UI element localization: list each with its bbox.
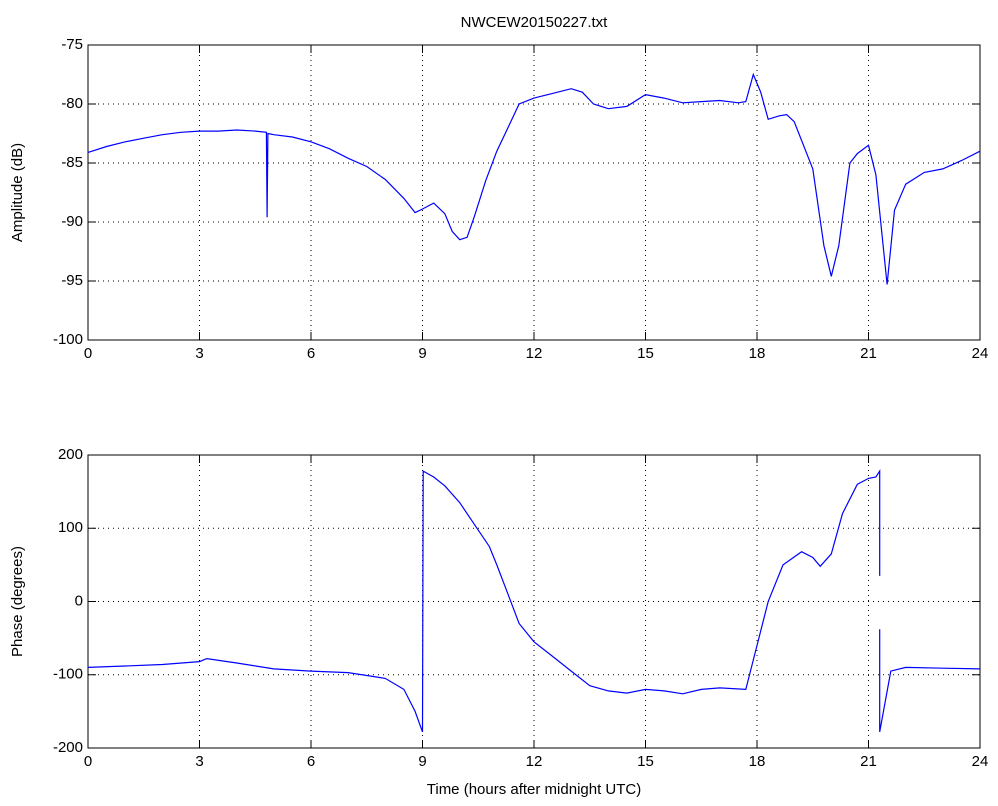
x-tick-label: 24 bbox=[972, 753, 989, 770]
axes-box bbox=[87, 454, 981, 749]
x-tick-label: 9 bbox=[418, 753, 426, 770]
y-tick-label: -85 bbox=[61, 154, 83, 171]
x-tick-label: 18 bbox=[749, 345, 766, 362]
y-tick-label: -80 bbox=[61, 95, 83, 112]
axes-box bbox=[87, 44, 981, 341]
subplot: 0 3 6 9 12 15 18 21 24 -100 -95 -90 -85 -80 -75 NWCEW20… bbox=[9, 14, 988, 362]
y-tick-label: 100 bbox=[58, 519, 83, 536]
x-tick-label: 0 bbox=[84, 753, 92, 770]
x-tick-label: 18 bbox=[749, 753, 766, 770]
x-tick-label: 3 bbox=[195, 753, 203, 770]
x-tick-label: 15 bbox=[637, 753, 654, 770]
y-tick-label: 200 bbox=[58, 446, 83, 463]
y-axis-label: Phase (degrees) bbox=[9, 546, 26, 657]
y-tick-label: -90 bbox=[61, 213, 83, 230]
x-tick-label: 9 bbox=[418, 345, 426, 362]
y-tick-label: -95 bbox=[61, 272, 83, 289]
x-tick-label: 12 bbox=[526, 345, 543, 362]
data-line bbox=[87, 469, 981, 733]
y-tick-label: -200 bbox=[53, 739, 83, 756]
x-tick-label: 6 bbox=[307, 345, 315, 362]
x-tick-label: 6 bbox=[307, 753, 315, 770]
x-tick-label: 0 bbox=[84, 345, 92, 362]
y-tick-label: -100 bbox=[53, 666, 83, 683]
y-axis-label: Amplitude (dB) bbox=[9, 143, 26, 242]
y-tick-label: 0 bbox=[75, 592, 83, 609]
y-tick-label: -100 bbox=[53, 331, 83, 348]
data-line bbox=[87, 72, 981, 285]
y-tick-label: -75 bbox=[61, 36, 83, 53]
x-tick-label: 21 bbox=[860, 345, 877, 362]
subplot: 0 3 6 9 12 15 18 21 24 -200 -100 0 100 200 Time (hours… bbox=[9, 446, 988, 798]
x-axis-label: Time (hours after midnight UTC) bbox=[427, 781, 642, 798]
x-tick-label: 3 bbox=[195, 345, 203, 362]
x-tick-label: 12 bbox=[526, 753, 543, 770]
x-tick-label: 15 bbox=[637, 345, 654, 362]
chart-title: NWCEW20150227.txt bbox=[461, 14, 609, 31]
x-tick-label: 21 bbox=[860, 753, 877, 770]
x-tick-label: 24 bbox=[972, 345, 989, 362]
